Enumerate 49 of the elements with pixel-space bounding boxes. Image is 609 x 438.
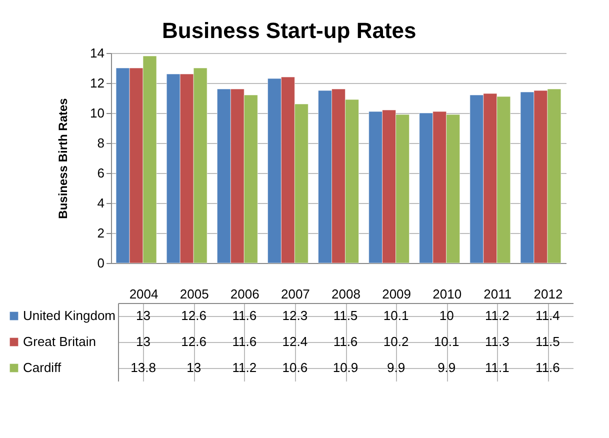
x-tick-label: 2011	[484, 286, 512, 302]
data-label: 11.6	[232, 308, 257, 323]
data-label: 10.6	[282, 360, 308, 375]
legend-label: United Kingdom	[23, 308, 116, 323]
x-tick-label: 2007	[280, 286, 310, 302]
x-tick-label: 2012	[534, 286, 563, 302]
x-tick-label: 2006	[230, 286, 260, 302]
data-label: 11.5	[536, 334, 560, 349]
x-tick-label: 2009	[382, 286, 412, 302]
data-label: 9.9	[438, 360, 456, 375]
data-label: 11.2	[484, 308, 510, 323]
data-label: 10.1	[434, 334, 460, 349]
data-label: 13.8	[130, 360, 156, 375]
y-tick-label: 4	[97, 196, 104, 210]
x-tick-label: 2004	[129, 286, 158, 302]
data-label: 13	[136, 334, 151, 349]
data-label: 11.2	[232, 360, 257, 375]
y-tick-label: 0	[97, 256, 104, 270]
data-label: 12.3	[282, 308, 308, 323]
data-label: 11.1	[484, 360, 510, 375]
y-tick-label: 10	[90, 106, 104, 120]
data-label: 11.4	[536, 308, 560, 323]
data-label: 10.2	[383, 334, 409, 349]
data-label: 11.3	[484, 334, 510, 349]
data-label: 13	[186, 360, 202, 375]
data-label: 11.6	[536, 360, 560, 375]
y-tick-label: 8	[97, 136, 104, 150]
data-label: 12.4	[282, 334, 308, 349]
y-tick-label: 6	[97, 166, 104, 180]
y-tick-label: 14	[90, 46, 104, 60]
data-label: 10.1	[383, 308, 409, 323]
data-label: 11.5	[333, 308, 358, 323]
data-label: 10.9	[332, 360, 358, 375]
x-tick-label: 2008	[332, 286, 360, 302]
data-label: 10	[439, 308, 454, 323]
x-tick-label: 2010	[432, 286, 462, 302]
chart-title: Business Start-up Rates	[162, 18, 416, 43]
y-tick-label: 2	[97, 226, 104, 240]
x-tick-label: 2005	[180, 286, 209, 302]
y-tick-label: 12	[90, 76, 104, 90]
data-label: 11.6	[333, 334, 358, 349]
y-axis-title: Business Birth Rates	[56, 98, 70, 219]
data-label: 12.6	[181, 334, 206, 349]
legend-label: Cardiff	[23, 360, 62, 375]
data-label: 13	[136, 308, 151, 323]
data-label: 12.6	[181, 308, 206, 323]
legend-label: Great Britain	[23, 334, 96, 349]
data-label: 11.6	[232, 334, 257, 349]
data-label: 9.9	[387, 360, 406, 375]
